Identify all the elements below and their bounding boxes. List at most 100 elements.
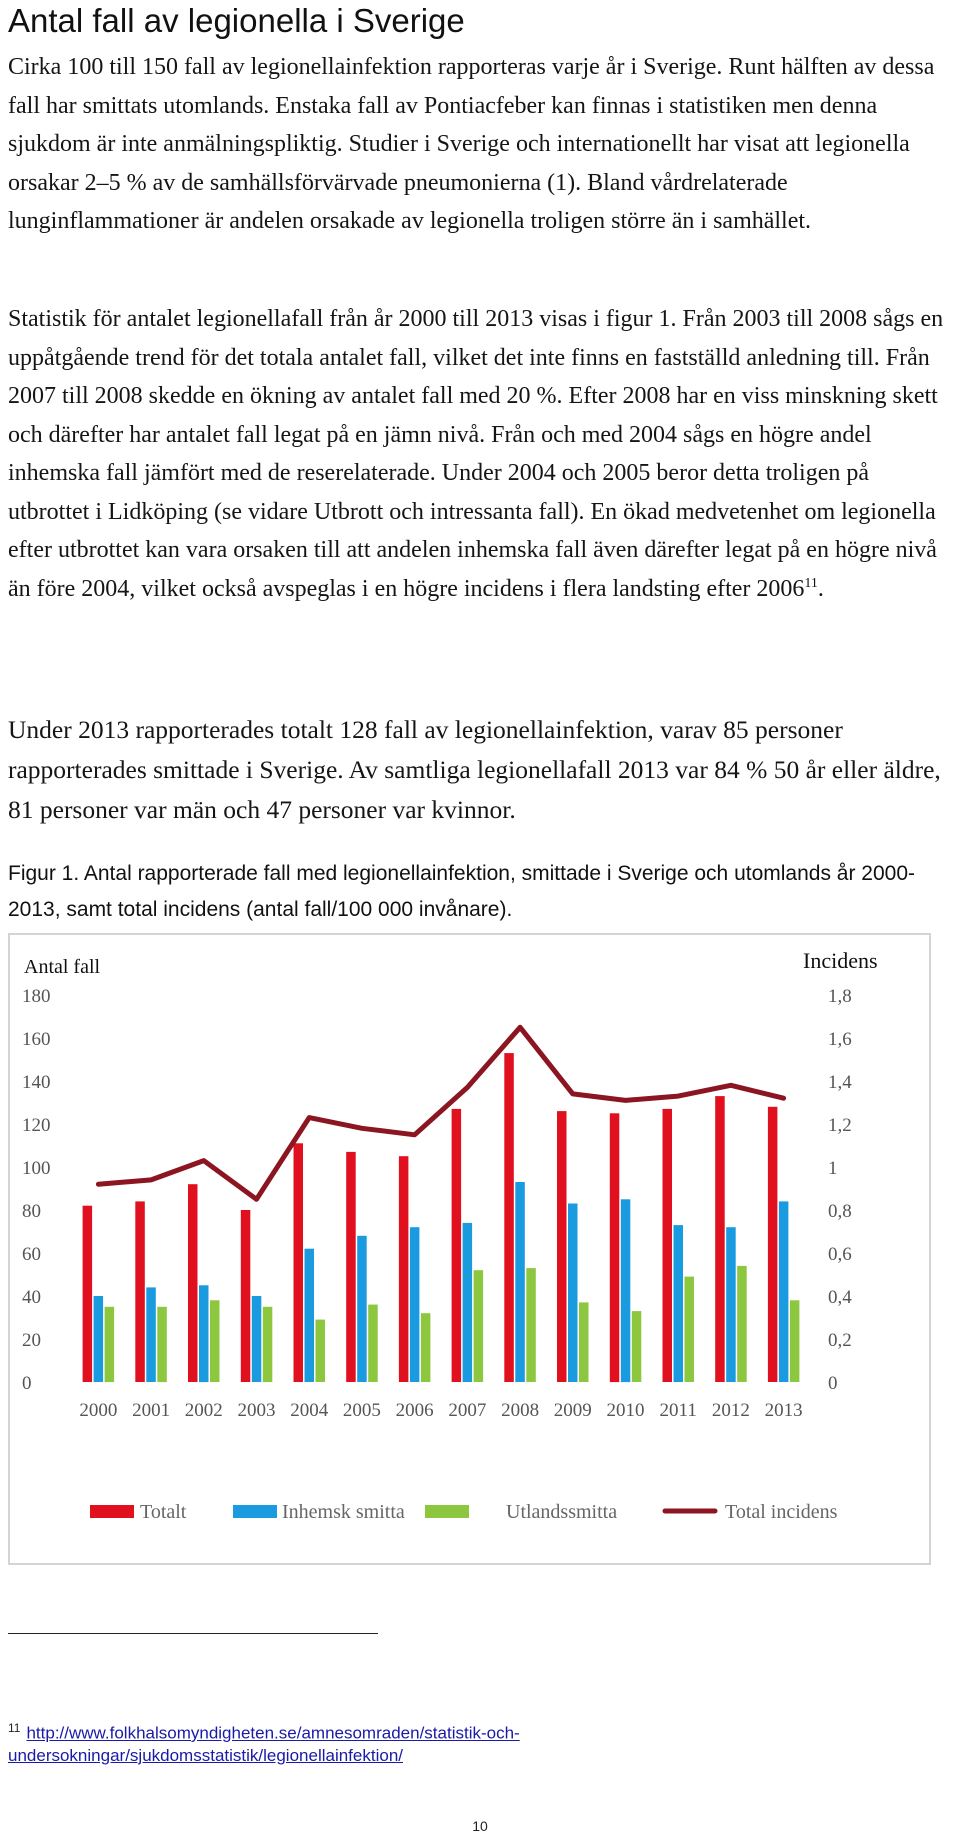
y2-tick-label: 1,2 — [828, 1115, 852, 1136]
x-tick-label: 2007 — [448, 1400, 486, 1421]
footnote-link[interactable]: http://www.folkhalsomyndigheten.se/amnes… — [8, 1724, 520, 1765]
line-total-incidens — [95, 1024, 787, 1202]
bar-totalt — [240, 1210, 251, 1382]
footnote-link-line2: undersokningar/sjukdomsstatistik/legione… — [8, 1745, 403, 1765]
intro-paragraph: Cirka 100 till 150 fall av legionellainf… — [8, 54, 935, 234]
x-tick-label: 2003 — [238, 1400, 276, 1421]
y-tick-label: 180 — [22, 986, 51, 1007]
statistics-paragraph-text: Statistik för antalet legionellafall frå… — [8, 306, 944, 602]
legend-label-totalt: Totalt — [140, 1501, 187, 1523]
summary-2013-paragraph: Under 2013 rapporterades totalt 128 fall… — [8, 715, 941, 824]
bar-inhemsk-smitta — [462, 1222, 473, 1382]
bar-totalt — [662, 1108, 672, 1382]
x-tick-label: 2000 — [79, 1400, 117, 1421]
page-heading: Antal fall av legionella i Sverige — [8, 2, 465, 39]
bar-utlandssmitta — [579, 1302, 589, 1382]
statistics-paragraph: Statistik för antalet legionellafall frå… — [8, 300, 953, 608]
bar-utlandssmitta — [737, 1265, 747, 1382]
y2-axis-title: Incidens — [803, 948, 878, 973]
bar-utlandssmitta — [210, 1300, 220, 1382]
bar-totalt — [346, 1151, 356, 1382]
y2-tick-label: 1,4 — [828, 1072, 852, 1093]
y2-tick-label: 1,6 — [828, 1029, 852, 1050]
x-tick-label: 2002 — [185, 1400, 223, 1421]
legend-label-total-incidens: Total incidens — [725, 1501, 838, 1523]
y-tick-label: 60 — [22, 1244, 41, 1265]
y2-tick-label: 0 — [828, 1373, 838, 1394]
bar-totalt — [451, 1108, 462, 1382]
footnote-number: 11 — [8, 1721, 21, 1735]
bar-totalt — [504, 1053, 514, 1382]
x-tick-label: 2013 — [765, 1400, 803, 1421]
bar-inhemsk-smitta — [409, 1227, 420, 1382]
x-tick-label: 2008 — [501, 1400, 539, 1421]
x-tick-label: 2010 — [607, 1400, 645, 1421]
bar-inhemsk-smitta — [515, 1182, 525, 1382]
y-tick-label: 100 — [22, 1158, 51, 1179]
bar-totalt — [188, 1184, 198, 1382]
y-tick-label: 40 — [22, 1287, 41, 1308]
legend-swatch-utlandssmitta — [425, 1505, 469, 1518]
y2-tick-label: 0,4 — [828, 1287, 852, 1308]
page-number: 10 — [472, 1818, 488, 1834]
footnote-link-line1: http://www.folkhalsomyndigheten.se/amnes… — [26, 1723, 520, 1743]
footnote: 11 http://www.folkhalsomyndigheten.se/amn… — [8, 1717, 948, 1767]
legend-label-inhemsk-smitta: Inhemsk smitta — [282, 1501, 405, 1523]
bar-utlandssmitta — [104, 1306, 115, 1383]
bar-utlandssmitta — [420, 1313, 431, 1382]
bar-inhemsk-smitta — [93, 1296, 104, 1382]
bar-inhemsk-smitta — [146, 1287, 156, 1382]
y-tick-label: 0 — [22, 1373, 32, 1394]
figure-1-chart: Antal fall Incidens 0 20 40 60 80 100 120 140 160 1… — [8, 933, 931, 1565]
x-tick-label: 2006 — [396, 1400, 434, 1421]
bar-inhemsk-smitta — [568, 1203, 578, 1382]
bar-inhemsk-smitta — [199, 1285, 209, 1383]
legend-label-utlandssmitta: Utlandssmitta — [506, 1501, 617, 1523]
bar-inhemsk-smitta — [620, 1199, 631, 1383]
statistics-paragraph-end: . — [817, 575, 824, 602]
bar-inhemsk-smitta — [251, 1296, 262, 1382]
bar-inhemsk-smitta — [304, 1248, 314, 1382]
bar-utlandssmitta — [368, 1304, 378, 1382]
figure-caption: Figur 1. Antal rapporterade fall med leg… — [8, 862, 916, 921]
bar-utlandssmitta — [157, 1306, 167, 1383]
bar-totalt — [293, 1143, 303, 1382]
footnote-reference[interactable]: 11 — [804, 575, 818, 591]
legend-swatch-inhemsk-smitta — [233, 1505, 277, 1518]
bar-totalt — [557, 1111, 567, 1382]
x-tick-label: 2011 — [660, 1400, 697, 1421]
bar-inhemsk-smitta — [673, 1225, 683, 1382]
legend-swatch-totalt — [90, 1505, 134, 1518]
bar-totalt — [398, 1156, 409, 1382]
y-tick-label: 160 — [22, 1029, 51, 1050]
y2-tick-label: 0,2 — [828, 1330, 852, 1351]
bar-totalt — [135, 1201, 145, 1382]
y-tick-label: 80 — [22, 1201, 41, 1222]
bar-utlandssmitta — [526, 1268, 536, 1382]
footnote-separator — [8, 1633, 378, 1634]
x-tick-label: 2001 — [132, 1400, 170, 1421]
bar-inhemsk-smitta — [726, 1227, 736, 1382]
y-tick-label: 20 — [22, 1330, 41, 1351]
y2-tick-label: 1 — [828, 1158, 838, 1179]
bar-utlandssmitta — [684, 1276, 694, 1382]
bar-totalt — [82, 1205, 93, 1382]
y2-tick-label: 1,8 — [828, 986, 852, 1007]
y-tick-label: 120 — [22, 1115, 51, 1136]
bar-utlandssmitta — [262, 1306, 273, 1383]
bar-inhemsk-smitta — [357, 1235, 367, 1382]
y2-tick-label: 0,8 — [828, 1201, 852, 1222]
x-tick-label: 2004 — [290, 1400, 329, 1421]
y-tick-label: 140 — [22, 1072, 51, 1093]
x-tick-label: 2005 — [343, 1400, 381, 1421]
x-tick-label: 2012 — [712, 1400, 750, 1421]
y-axis-title: Antal fall — [24, 956, 101, 978]
bar-utlandssmitta — [789, 1300, 800, 1382]
bar-utlandssmitta — [631, 1311, 642, 1382]
chart-canvas: Antal fall Incidens 0 20 40 60 80 100 120 140 160 1… — [22, 948, 878, 1523]
bar-totalt — [609, 1113, 620, 1383]
bar-totalt — [715, 1096, 725, 1382]
bar-utlandssmitta — [473, 1270, 484, 1382]
y2-tick-label: 0,6 — [828, 1244, 852, 1265]
x-tick-label: 2009 — [554, 1400, 592, 1421]
